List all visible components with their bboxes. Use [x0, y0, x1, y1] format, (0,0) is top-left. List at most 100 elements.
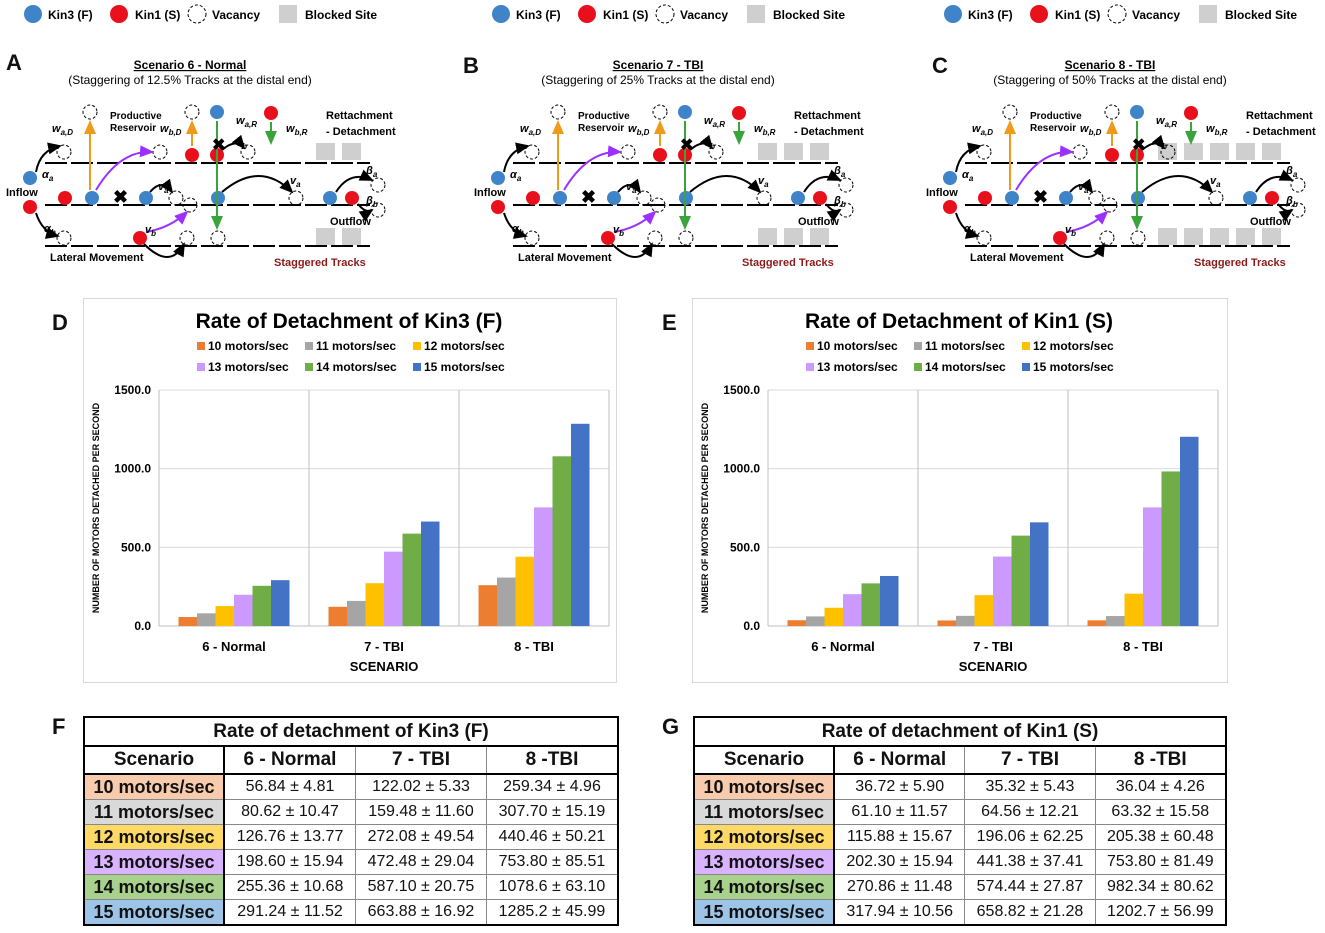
legend-swatch [914, 342, 922, 350]
vacancy-site [168, 190, 184, 206]
vacancy-site [652, 104, 668, 120]
kin3-motor [491, 171, 505, 185]
legend-label: 11 motors/sec [316, 339, 396, 353]
hop-arrow [149, 178, 174, 194]
label-staggered: Staggered Tracks [274, 257, 366, 269]
blocked-site [316, 143, 335, 160]
kin1-motor [943, 200, 957, 214]
vacancy-marker [1107, 4, 1127, 24]
kin1-motor [1053, 231, 1067, 245]
hop-arrow [1063, 242, 1105, 258]
column-header: 7 - TBI [964, 745, 1096, 775]
chart-kin1-detachment: Rate of Detachment of Kin1 (S) 10 motors/… [700, 310, 1219, 674]
legend-kin3: Kin3 (F) [968, 8, 1013, 22]
outflow-arrow [1255, 169, 1294, 193]
row-label: 12 motors/sec [693, 824, 835, 850]
hop-arrow [617, 178, 642, 194]
table-cell: 307.70 ± 15.19 [485, 799, 619, 825]
label-inflow: Inflow [474, 187, 506, 199]
bar [197, 613, 216, 626]
bar [937, 620, 956, 626]
table-cell: 574.44 ± 27.87 [964, 874, 1096, 900]
table-cell: 982.34 ± 80.62 [1094, 874, 1227, 900]
table-cell: 1202.7 ± 56.99 [1094, 899, 1227, 926]
hop-arrow [1141, 134, 1166, 151]
row-label: 13 motors/sec [693, 849, 835, 875]
vacancy-site [152, 144, 168, 160]
legend-kin3: Kin3 (F) [516, 8, 561, 22]
scenario-diagram-3: Kin3 (F) Kin1 (S) Vacancy Blocked Site Scena… [926, 4, 1316, 269]
vacancy-site [524, 230, 540, 246]
kin3-motor [791, 191, 805, 205]
panel-label-a: A [6, 50, 22, 75]
table-cell: 159.48 ± 11.60 [355, 799, 487, 825]
x-tick-label: 6 - Normal [202, 639, 266, 654]
outflow-arrow [1277, 203, 1294, 222]
column-header: 7 - TBI [355, 745, 487, 775]
vacancy-site [370, 177, 386, 193]
bar [252, 585, 271, 626]
bar [956, 615, 975, 626]
vacancy-site [620, 144, 636, 160]
rate-w-bD: wb,D [628, 123, 650, 137]
bar [515, 556, 534, 626]
blocked-site [758, 228, 777, 245]
outflow-arrow [803, 169, 842, 193]
legend-label: 15 motors/sec [1033, 360, 1114, 374]
legend-swatch [806, 363, 814, 371]
legend: Kin3 (F) Kin1 (S) Vacancy Blocked Site [24, 4, 377, 24]
x-axis-title: SCENARIO [959, 659, 1028, 674]
vacancy-site [678, 230, 694, 246]
y-axis-title: NUMBER OF MOTORS DETACHED PER SECOND [700, 402, 710, 613]
label-reattach: Rettachment [794, 110, 861, 122]
bar [571, 423, 590, 626]
rate-v-a: va [1210, 175, 1221, 189]
table-cell: 63.32 ± 15.58 [1094, 799, 1227, 825]
bar [993, 556, 1012, 626]
y-tick-label: 0.0 [743, 619, 760, 633]
bar [328, 606, 347, 626]
chart-title: Rate of Detachment of Kin3 (F) [196, 310, 503, 333]
column-header: 8 -TBI [1094, 745, 1227, 775]
bar [347, 600, 366, 626]
chart-title: Rate of Detachment of Kin1 (S) [805, 310, 1113, 333]
legend-label: 10 motors/sec [208, 339, 289, 353]
kin1-motor [345, 191, 359, 205]
rate-v-a: va [290, 175, 301, 189]
outflow-arrow [825, 203, 842, 222]
lateral-arrow [563, 145, 622, 191]
table-row: 12 motors/sec 126.76 ± 13.77 272.08 ± 49.5… [83, 824, 619, 850]
table-cell: 56.84 ± 4.81 [223, 773, 357, 800]
row-label: 11 motors/sec [693, 799, 835, 825]
inflow-arrow [35, 142, 62, 173]
blocked-site [784, 228, 803, 245]
block-cross-icon: ✖ [1132, 137, 1145, 154]
table-row: 14 motors/sec 270.86 ± 11.48 574.44 ± 27.8… [693, 874, 1227, 900]
bar [1180, 436, 1199, 626]
vacancy-site [1290, 177, 1306, 193]
legend: Kin3 (F) Kin1 (S) Vacancy Blocked Site [944, 4, 1297, 24]
kin1-motor [1265, 191, 1279, 205]
hop-arrow [143, 242, 185, 258]
scenario-title: Scenario 6 - Normal [134, 58, 247, 72]
rate-beta-b: βb [833, 195, 846, 209]
legend-swatch [914, 363, 922, 371]
hop-arrow [689, 134, 714, 151]
kin3-motor [1059, 191, 1073, 205]
kin1-motor [58, 191, 72, 205]
legend-swatch [197, 363, 205, 371]
scenario-diagram-2: Kin3 (F) Kin1 (S) Vacancy Blocked Site Scena… [474, 4, 864, 269]
kin1-motor [491, 200, 505, 214]
label-detach: - Detachment [1246, 126, 1316, 138]
bar [787, 620, 806, 626]
blocked-site [1184, 143, 1203, 160]
table-cell: 36.04 ± 4.26 [1094, 773, 1227, 800]
rate-v-b: vb [613, 224, 624, 238]
block-cross-icon: ✖ [113, 187, 128, 207]
vacancy-site [1088, 190, 1104, 206]
table-cell: 61.10 ± 11.57 [833, 799, 966, 825]
y-tick-label: 1000.0 [114, 462, 151, 476]
legend-kin1: Kin1 (S) [1055, 8, 1100, 22]
table-cell: 259.34 ± 4.96 [485, 773, 619, 800]
blocked-site [810, 228, 829, 245]
